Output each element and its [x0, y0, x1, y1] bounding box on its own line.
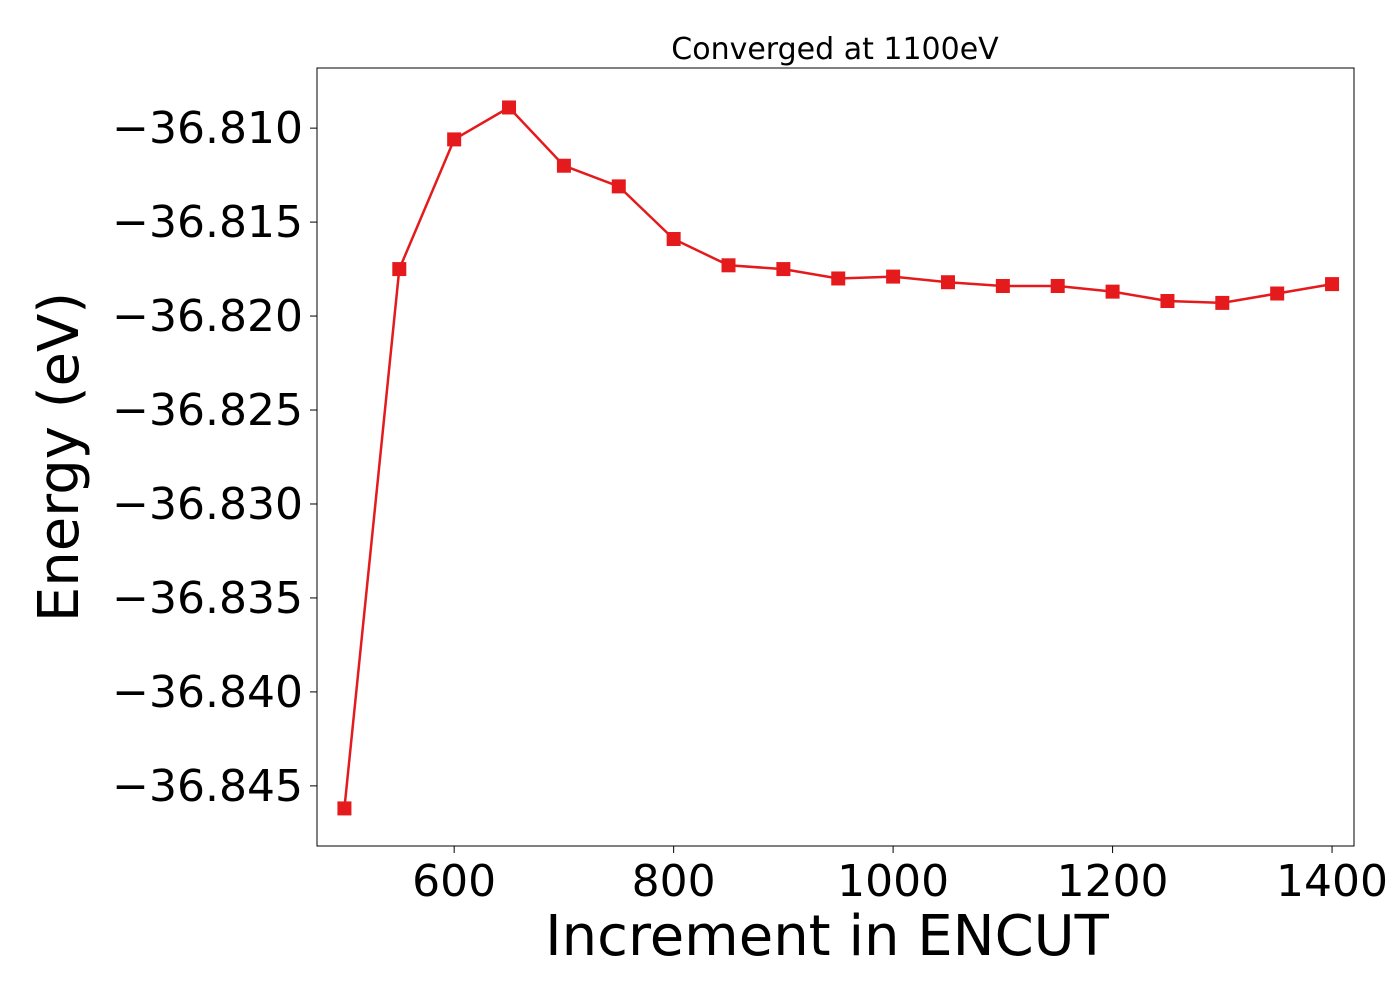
y-tick-label: −36.810 [112, 103, 303, 154]
data-point [940, 275, 955, 290]
x-tick-label: 1200 [1057, 856, 1169, 907]
x-tick-label: 800 [632, 856, 716, 907]
x-tick-label: 1400 [1276, 856, 1388, 907]
y-tick-label: −36.840 [112, 667, 303, 718]
data-point [995, 278, 1010, 293]
data-point [1270, 286, 1285, 301]
data-point [666, 232, 681, 247]
x-axis: 600 800 1000 1200 1400 [412, 846, 1388, 907]
data-point [776, 262, 791, 277]
data-point [611, 179, 626, 194]
data-point [1325, 277, 1340, 292]
y-tick-label: −36.845 [112, 761, 303, 812]
y-tick-label: −36.820 [112, 291, 303, 342]
y-tick-label: −36.835 [112, 573, 303, 624]
x-axis-label: Increment in ENCUT [545, 904, 1110, 969]
x-tick-label: 600 [412, 856, 496, 907]
x-tick-label: 1000 [837, 856, 949, 907]
data-point [1215, 295, 1230, 310]
y-axis-label: Energy (eV) [27, 292, 92, 622]
chart-title: Converged at 1100eV [671, 32, 999, 67]
plot-area-frame [316, 67, 1355, 847]
data-point [392, 262, 407, 277]
data-point [1105, 284, 1120, 299]
data-point [1160, 294, 1175, 309]
y-tick-label: −36.825 [112, 385, 303, 436]
series-layer [337, 100, 1340, 816]
data-point [886, 269, 901, 284]
data-point [1050, 278, 1065, 293]
data-point [831, 271, 846, 286]
y-tick-label: −36.815 [112, 197, 303, 248]
data-point [447, 132, 462, 147]
y-tick-label: −36.830 [112, 479, 303, 530]
y-axis: −36.845 −36.840 −36.835 −36.830 −36.825 −36.8… [112, 103, 317, 812]
data-point [337, 801, 352, 816]
data-point [721, 258, 736, 273]
series-line [343, 105, 1333, 809]
data-point [556, 158, 571, 173]
data-point [502, 100, 517, 115]
